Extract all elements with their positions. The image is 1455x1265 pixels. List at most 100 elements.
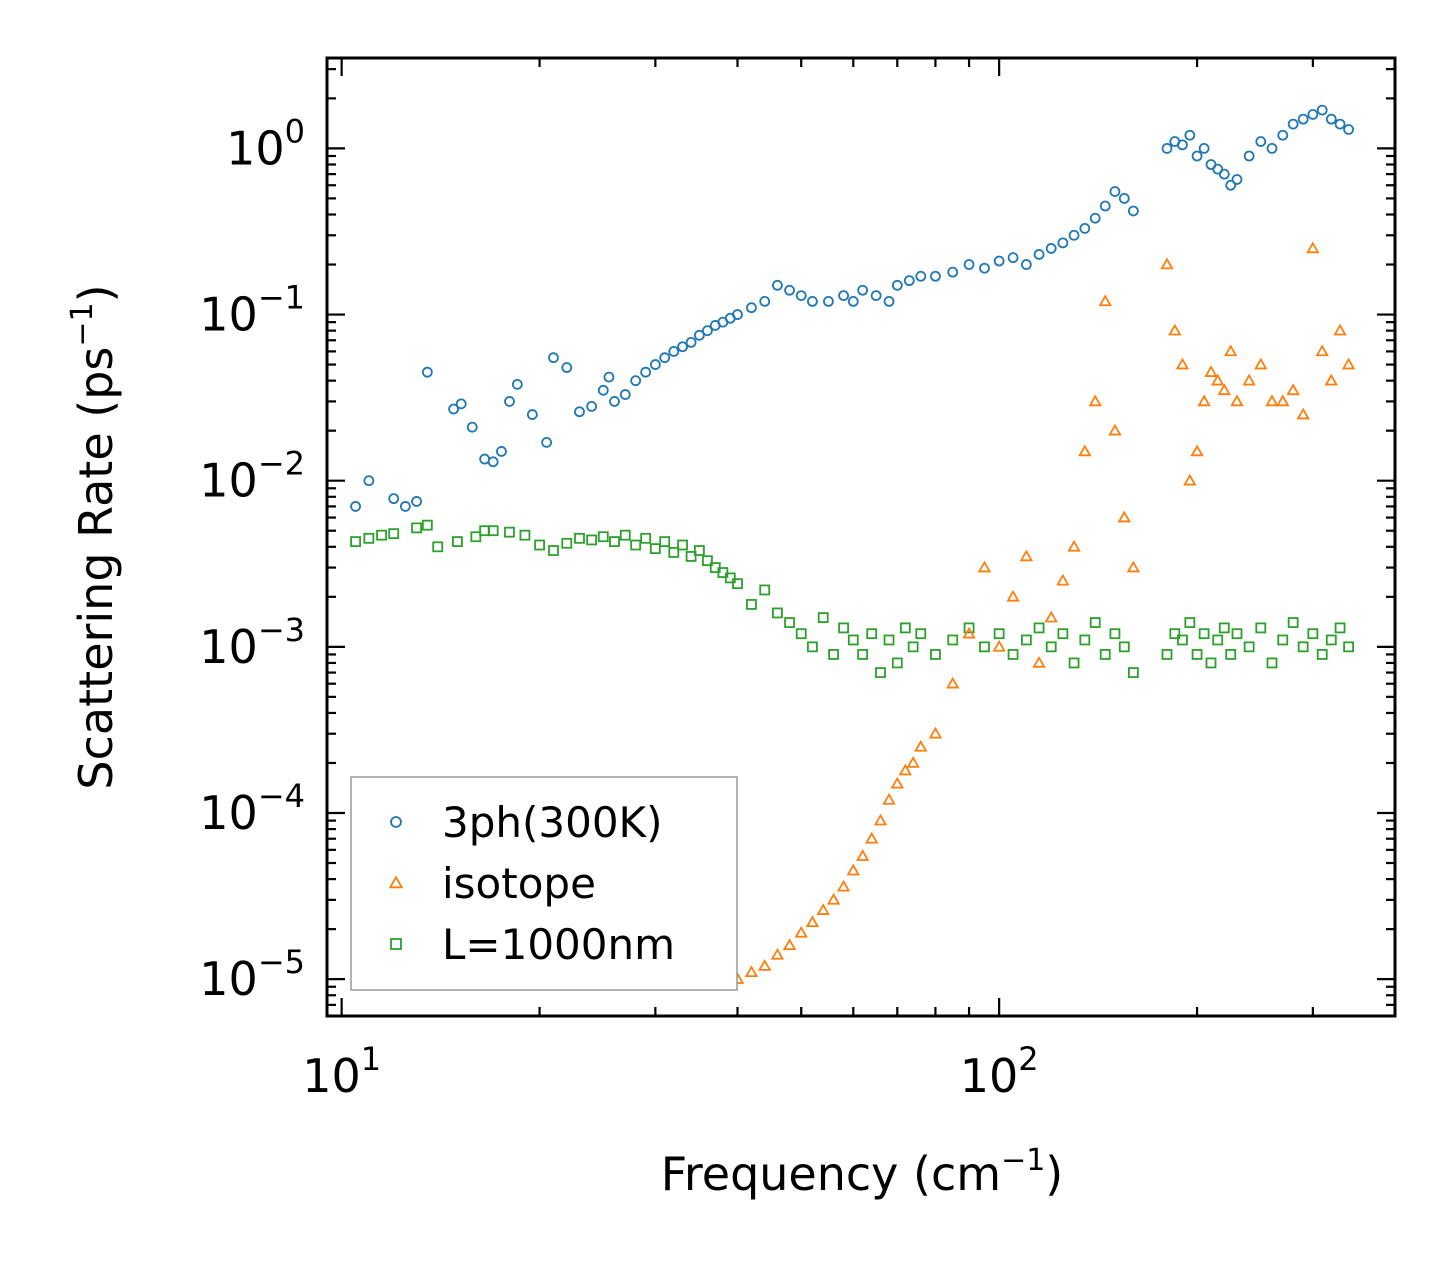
data-point bbox=[1217, 383, 1232, 396]
data-point bbox=[1231, 174, 1243, 185]
data-point bbox=[1197, 394, 1211, 407]
data-point bbox=[1325, 113, 1337, 125]
data-point bbox=[1161, 142, 1173, 154]
data-point bbox=[399, 501, 411, 512]
data-point bbox=[759, 584, 771, 596]
data-point bbox=[1225, 179, 1237, 191]
data-point bbox=[1078, 444, 1092, 457]
data-point bbox=[817, 612, 829, 623]
x-axis-title-sup: −1 bbox=[1001, 1143, 1045, 1178]
data-point bbox=[1223, 344, 1238, 357]
data-point bbox=[1255, 622, 1267, 634]
data-point bbox=[702, 555, 713, 567]
data-point bbox=[496, 446, 507, 457]
data-point bbox=[1231, 628, 1243, 640]
data-point bbox=[534, 539, 545, 551]
data-point bbox=[784, 617, 795, 628]
plot-frame bbox=[325, 56, 1397, 1018]
data-point bbox=[363, 532, 375, 544]
data-point bbox=[915, 270, 927, 282]
data-point bbox=[511, 378, 523, 390]
data-point bbox=[1032, 655, 1046, 668]
legend-marker-triangle bbox=[388, 875, 404, 889]
data-point bbox=[1297, 641, 1309, 653]
data-point bbox=[882, 792, 896, 805]
data-point bbox=[1242, 373, 1256, 386]
data-point bbox=[1254, 357, 1268, 370]
data-point bbox=[772, 607, 783, 619]
data-point bbox=[963, 259, 975, 270]
data-point bbox=[847, 295, 859, 307]
data-point bbox=[452, 536, 463, 547]
legend-marker-circle bbox=[390, 816, 402, 828]
y-tick-label: 10−4 bbox=[199, 777, 305, 840]
data-point bbox=[649, 359, 661, 370]
data-point bbox=[903, 275, 915, 287]
y-axis-title-end: ) bbox=[69, 284, 123, 302]
data-point bbox=[928, 726, 943, 739]
data-point bbox=[782, 938, 797, 951]
data-point bbox=[1307, 628, 1319, 640]
data-point bbox=[1056, 573, 1070, 586]
data-point bbox=[828, 649, 839, 660]
data-point bbox=[1099, 200, 1111, 212]
data-point bbox=[640, 366, 652, 378]
data-point bbox=[875, 667, 886, 678]
data-point bbox=[724, 572, 736, 584]
data-point bbox=[1169, 628, 1181, 640]
data-point bbox=[979, 641, 990, 653]
data-point bbox=[1127, 205, 1139, 217]
data-point bbox=[883, 634, 895, 646]
data-point bbox=[947, 634, 959, 646]
data-point bbox=[870, 290, 882, 302]
data-point bbox=[1118, 193, 1130, 204]
data-point bbox=[603, 371, 615, 383]
data-point bbox=[1325, 634, 1337, 646]
data-point bbox=[993, 255, 1005, 267]
data-point bbox=[1334, 622, 1346, 634]
data-point bbox=[1184, 617, 1196, 628]
data-point bbox=[1044, 610, 1058, 623]
data-point bbox=[1277, 129, 1289, 141]
data-point bbox=[1160, 257, 1174, 270]
data-point bbox=[847, 634, 859, 646]
data-point bbox=[619, 529, 631, 541]
data-point bbox=[659, 536, 671, 547]
data-point bbox=[1315, 344, 1329, 357]
data-point bbox=[1099, 649, 1111, 660]
data-point bbox=[1266, 142, 1278, 154]
data-point bbox=[455, 398, 467, 410]
data-point bbox=[1118, 641, 1130, 653]
x-tick-label: 102 bbox=[960, 1040, 1039, 1103]
data-point bbox=[1307, 109, 1319, 120]
data-point bbox=[1191, 649, 1203, 660]
data-point bbox=[363, 475, 375, 487]
data-point bbox=[677, 341, 688, 353]
svg-text:Scattering Rate (ps−1): Scattering Rate (ps−1) bbox=[65, 284, 123, 789]
data-point bbox=[1177, 634, 1188, 646]
legend-label-boundary: L=1000nm bbox=[442, 920, 675, 969]
data-point bbox=[411, 496, 422, 507]
data-point bbox=[649, 543, 661, 555]
data-point bbox=[816, 903, 830, 915]
data-point bbox=[1191, 150, 1203, 162]
data-point bbox=[962, 626, 976, 639]
data-point bbox=[1218, 168, 1230, 180]
data-point bbox=[574, 532, 585, 544]
data-point bbox=[794, 925, 808, 938]
data-point bbox=[866, 628, 878, 640]
data-point bbox=[1287, 118, 1299, 130]
data-point bbox=[1190, 444, 1204, 457]
data-point bbox=[1126, 560, 1141, 573]
data-point bbox=[548, 352, 559, 364]
data-point bbox=[1334, 118, 1346, 130]
data-point bbox=[1265, 394, 1279, 407]
data-point bbox=[838, 622, 850, 634]
data-point bbox=[487, 525, 499, 537]
legend-box bbox=[350, 776, 738, 991]
data-point bbox=[1117, 510, 1132, 523]
data-point bbox=[677, 539, 688, 551]
y-tick-label: 10−2 bbox=[199, 445, 305, 508]
data-point bbox=[668, 547, 680, 558]
data-point bbox=[1079, 222, 1091, 234]
